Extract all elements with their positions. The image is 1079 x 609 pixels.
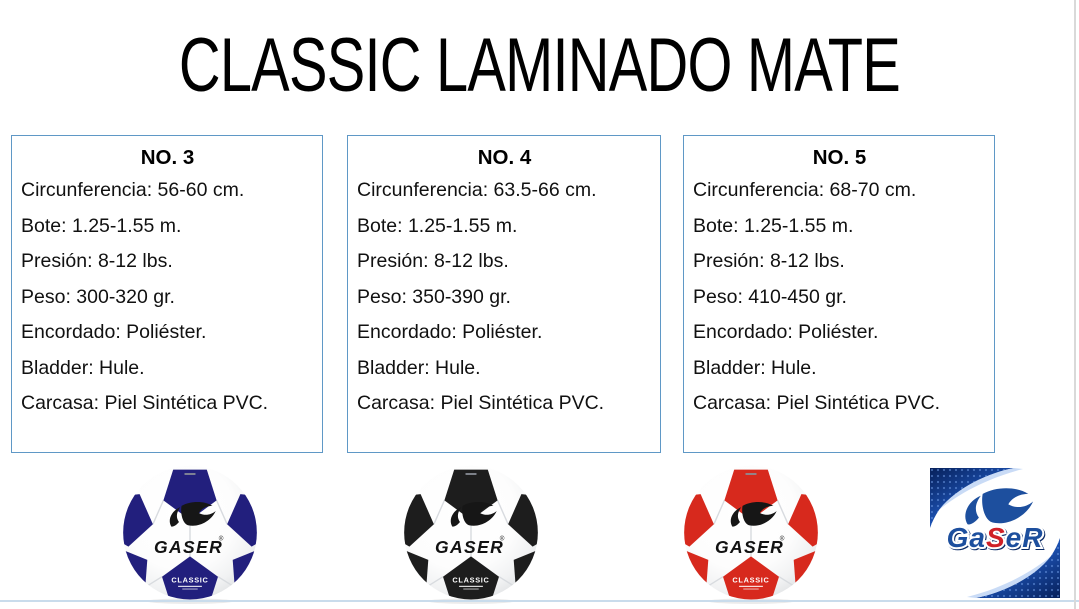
ball-brand-text: GASER [435,537,504,557]
spec-line-pressure: Presión: 8-12 lbs. [21,250,173,272]
ball-fine-print-line [178,585,202,587]
gaser-brand-logo: GaSeR [930,468,1060,598]
logo-wordmark: GaSeR [947,522,1044,553]
ball-model-text: CLASSIC [452,575,489,584]
bottom-divider-line [0,600,1079,602]
spec-line-lacing: Encordado: Poliéster. [357,321,543,343]
registered-mark: ® [780,534,785,542]
spec-line-lacing: Encordado: Poliéster. [21,321,207,343]
ball-fine-print-line [463,588,479,590]
spec-line-bounce: Bote: 1.25-1.55 m. [693,214,854,237]
spec-line-bladder: Bladder: Hule. [357,356,481,379]
spec-line-weight: Peso: 350-390 gr. [357,285,511,308]
ball-model-text: CLASSIC [171,575,208,584]
spec-line-casing: Carcasa: Piel Sintética PVC. [357,392,605,414]
ball-brand-text: GASER [154,537,223,557]
spec-box-no5: NO. 5 Circunferencia: 68-70 cm. Bote: 1.… [683,135,995,453]
spec-line-circumference: Circunferencia: 68-70 cm. [693,179,917,201]
spec-line-circumference: Circunferencia: 56-60 cm. [21,179,245,201]
spec-box-header: NO. 3 [140,146,195,169]
logo-text-s: S [986,522,1006,553]
ball-model-text: CLASSIC [732,575,769,584]
spec-line-bladder: Bladder: Hule. [21,356,145,379]
spec-line-pressure: Presión: 8-12 lbs. [693,250,845,272]
spec-line-weight: Peso: 300-320 gr. [21,285,175,308]
logo-corner-swoosh-bottom-right [967,538,1060,598]
spec-line-pressure: Presión: 8-12 lbs. [357,250,509,272]
ball-top-fine-print [184,473,196,475]
ball-top-fine-print [465,473,477,475]
spec-box-header: NO. 4 [477,146,532,169]
page-title: CLASSIC LAMINADO MATE [178,23,901,108]
spec-line-casing: Carcasa: Piel Sintética PVC. [21,392,269,414]
registered-mark: ® [219,534,224,542]
spec-box-no3: NO. 3 Circunferencia: 56-60 cm. Bote: 1.… [11,135,323,453]
ball-fine-print-line [182,588,198,590]
gaser-logo-image: GaSeR [930,468,1060,598]
logo-text-er: eR [1006,522,1044,553]
spec-line-weight: Peso: 410-450 gr. [693,285,847,308]
spec-line-bladder: Bladder: Hule. [693,356,817,379]
ball-fine-print-line [743,588,759,590]
spec-box-header: NO. 5 [812,146,867,169]
spec-line-bounce: Bote: 1.25-1.55 m. [357,214,518,237]
spec-line-circumference: Circunferencia: 63.5-66 cm. [357,179,597,201]
spec-line-casing: Carcasa: Piel Sintética PVC. [693,392,941,414]
ball-top-fine-print [745,473,757,475]
spec-line-bounce: Bote: 1.25-1.55 m. [21,214,182,237]
ball-fine-print-line [459,585,483,587]
ball-brand-text: GASER [715,537,784,557]
ball-image-no4: GASER ® CLASSIC [401,464,541,604]
ball-fine-print-line [739,585,763,587]
logo-corner-swoosh-top-left [930,468,1023,528]
ball-image-no3: GASER ® CLASSIC [120,464,260,604]
soccer-ball: GASER ® CLASSIC [123,465,257,604]
ball-image-no5: GASER ® CLASSIC [681,464,821,604]
spec-line-lacing: Encordado: Poliéster. [693,321,879,343]
soccer-ball: GASER ® CLASSIC [684,465,818,604]
spec-box-no4: NO. 4 Circunferencia: 63.5-66 cm. Bote: … [347,135,661,453]
registered-mark: ® [500,534,505,542]
logo-text-ga: Ga [947,522,986,553]
soccer-ball: GASER ® CLASSIC [404,465,538,604]
title-bar: CLASSIC LAMINADO MATE [0,22,1079,109]
right-edge-line [1074,0,1076,609]
